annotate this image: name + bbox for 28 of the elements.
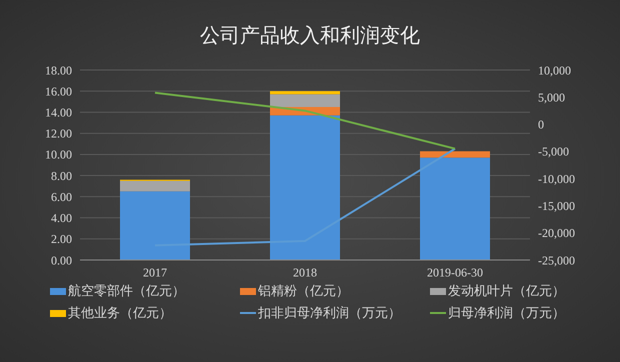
- y-tick-label: 0.00: [51, 253, 72, 268]
- x-tick-label: 2018: [293, 266, 317, 280]
- y-tick-label: 2.00: [51, 232, 72, 246]
- y2-tick-label: -20,000: [538, 226, 575, 240]
- y2-tick-label: 0: [538, 118, 544, 132]
- x-tick-label: 2019-06-30: [427, 266, 483, 280]
- y-tick-label: 10.00: [45, 148, 72, 162]
- y-tick-label: 14.00: [45, 105, 72, 120]
- legend-label: 其他业务（亿元）: [68, 305, 172, 322]
- y2-tick-label: 10,000: [538, 63, 571, 78]
- y-tick-label: 6.00: [51, 190, 72, 204]
- y-tick-label: 16.00: [45, 84, 72, 98]
- legend-label: 航空零部件（亿元）: [68, 283, 185, 300]
- y-tick-label: 4.00: [51, 211, 72, 226]
- legend-label: 归母净利润（万元）: [448, 305, 565, 322]
- chart-title: 公司产品收入和利润变化: [199, 22, 421, 49]
- y2-tick-label: -10,000: [538, 172, 575, 186]
- y-tick-label: 8.00: [51, 168, 72, 183]
- y2-tick-label: -15,000: [538, 198, 575, 213]
- y-tick-label: 18.00: [45, 63, 72, 78]
- legend-label: 铝精粉（亿元）: [258, 283, 349, 300]
- y2-tick-label: 5,000: [538, 90, 565, 104]
- x-tick-label: 2017: [143, 266, 167, 280]
- legend-label: 扣非归母净利润（万元）: [258, 305, 401, 322]
- y2-tick-label: -25,000: [538, 253, 575, 268]
- y-tick-label: 12.00: [45, 126, 72, 141]
- y2-tick-label: -5,000: [538, 144, 569, 159]
- legend-label: 发动机叶片（亿元）: [448, 283, 565, 300]
